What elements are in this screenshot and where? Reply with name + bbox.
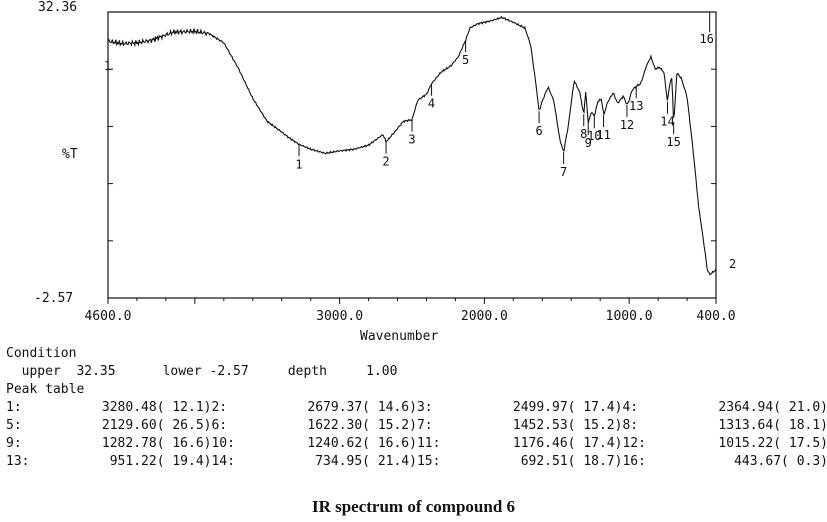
peak-table-row: 13: 951.22( 19.4) 14: 734.95( 21.4) 15: 692.5… (6, 453, 827, 471)
peak-info-block: Condition upper 32.35 lower -2.57 depth … (6, 345, 827, 471)
y-axis-top-label: 32.36 (38, 0, 77, 15)
peak-index: 13: (6, 454, 30, 469)
spectrum-line (107, 15, 717, 276)
y-axis-title: %T (62, 147, 78, 162)
peak-value: 1282.78( 16.6) (101, 436, 212, 451)
peak-label: 4 (428, 97, 435, 111)
peak-table-row: 1: 3280.48( 12.1) 2: 2679.37( 14.6) 3: 2499.9… (6, 399, 827, 417)
lower-value: -2.57 (209, 364, 249, 379)
peak-index: 14: (211, 454, 235, 469)
peak-value: 2129.60( 26.5) (101, 418, 212, 433)
condition-title: Condition (6, 346, 77, 361)
peak-index: 4: (622, 400, 639, 415)
peak-value: 2364.94( 21.0) (718, 400, 827, 415)
x-tick-label: 4600.0 (85, 309, 132, 324)
y-axis-ticks (108, 11, 716, 299)
peak-label: 15 (666, 135, 680, 149)
peak-value: 2679.37( 14.6) (307, 400, 417, 415)
ir-spectrum-chart: 32.36 -2.57 %T Wavenumber 4600.0 3000.0 20… (34, 0, 736, 344)
left-end-marker: 1 (104, 59, 111, 73)
peak-index: 10: (211, 436, 235, 451)
y-axis-bottom-label: -2.57 (34, 291, 73, 306)
upper-value: 32.35 (76, 364, 116, 379)
peak-table: 1: 3280.48( 12.1) 2: 2679.37( 14.6) 3: 2499.9… (6, 399, 827, 471)
peak-label: 2 (382, 155, 389, 169)
peak-label: 14 (660, 115, 674, 129)
peak-table-row: 5: 2129.60( 26.5) 6: 1622.30( 15.2) 7: 1452.5… (6, 417, 827, 435)
peak-label: 16 (699, 32, 713, 46)
peak-value: 1240.62( 16.6) (307, 436, 417, 451)
peak-value: 1176.46( 17.4) (512, 436, 623, 451)
peak-label: 5 (462, 53, 469, 67)
peak-index: 11: (416, 436, 441, 451)
peak-table-title: Peak table (6, 382, 85, 397)
depth-label: depth (287, 364, 327, 379)
peak-label: 10 (587, 129, 601, 143)
x-axis-ticks (107, 298, 717, 304)
peak-label: 7 (560, 165, 567, 179)
peak-index: 16: (622, 454, 646, 469)
peak-value: 2499.97( 17.4) (512, 400, 623, 415)
depth-value: 1.00 (366, 364, 398, 379)
peak-value: 1622.30( 15.2) (307, 418, 417, 433)
peak-value: 951.22( 19.4) (109, 454, 212, 469)
peak-value: 692.51( 18.7) (520, 454, 623, 469)
peak-label: 12 (620, 118, 634, 132)
peak-label: 13 (629, 99, 643, 113)
right-end-marker: 2 (729, 257, 736, 271)
peak-value: 443.67( 0.3) (734, 454, 827, 469)
x-tick-label: 3000.0 (316, 309, 363, 324)
peak-index: 8: (622, 418, 639, 433)
x-tick-label: 400.0 (696, 309, 735, 324)
peak-label: 8 (580, 127, 587, 141)
peak-index: 12: (622, 436, 646, 451)
condition-row: upper 32.35 lower -2.57 depth 1.00 (6, 363, 821, 381)
peak-value: 1313.64( 18.1) (718, 418, 827, 433)
peak-index: 5: (6, 418, 22, 433)
peak-index: 3: (416, 400, 433, 415)
peak-label: 3 (408, 133, 415, 147)
x-axis-title: Wavenumber (360, 329, 438, 344)
peak-label: 11 (596, 128, 610, 142)
x-tick-label: 2000.0 (461, 309, 508, 324)
x-tick-label: 1000.0 (606, 309, 653, 324)
upper-label: upper (21, 364, 61, 379)
peak-index: 9: (6, 436, 22, 451)
figure-caption: IR spectrum of compound 6 (311, 497, 516, 516)
peak-label: 9 (585, 136, 592, 150)
peak-value: 1452.53( 15.2) (512, 418, 623, 433)
peak-label: 1 (295, 157, 302, 171)
peak-index: 6: (211, 418, 228, 433)
peak-index: 2: (211, 400, 228, 415)
peak-value: 1015.22( 17.5) (718, 436, 827, 451)
peak-index: 7: (416, 418, 433, 433)
peak-index: 15: (416, 454, 441, 469)
peak-value: 3280.48( 12.1) (101, 400, 212, 415)
peak-index: 1: (6, 400, 22, 415)
lower-label: lower (162, 364, 202, 379)
x-tick-labels: 4600.0 3000.0 2000.0 1000.0 400.0 (85, 309, 736, 324)
peak-value: 734.95( 21.4) (315, 454, 417, 469)
peak-table-row: 9: 1282.78( 16.6) 10: 1240.62( 16.6) 11: 1176… (6, 435, 827, 453)
plot-frame (107, 11, 717, 299)
peak-label: 6 (535, 124, 542, 138)
